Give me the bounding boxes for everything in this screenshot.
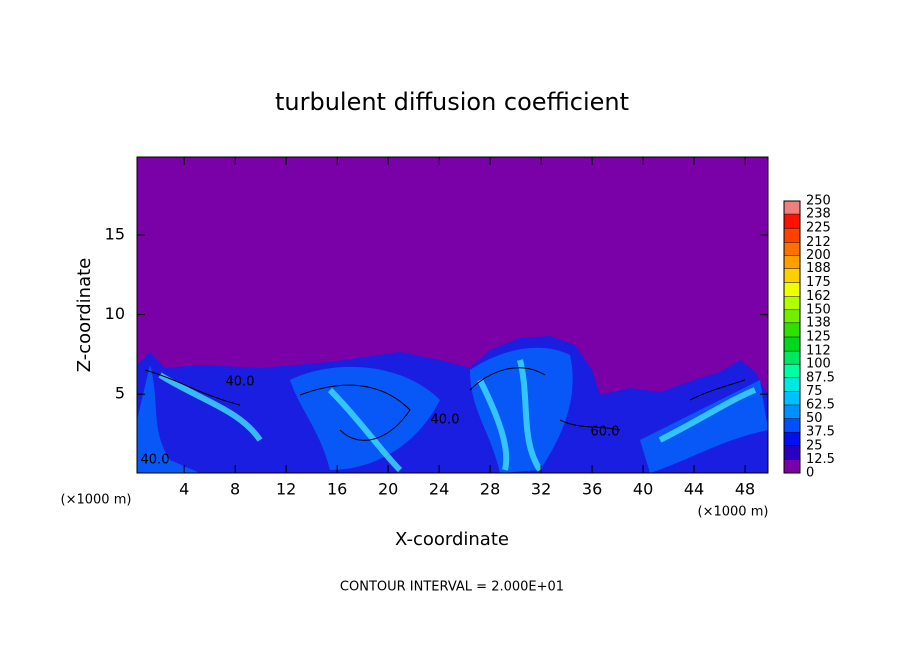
colorbar-label: 138 (806, 315, 831, 330)
y-tick-label: 15 (105, 225, 125, 244)
contour-line (144, 367, 746, 441)
x-tick-label: 20 (378, 480, 398, 499)
colorbar-band (784, 296, 800, 310)
colorbar-band (784, 282, 800, 297)
colorbar-band (784, 214, 800, 229)
colorbar-label: 250 (806, 194, 831, 209)
colorbar-band (784, 445, 800, 460)
colorbar-label: 112 (806, 344, 831, 359)
colorbar-label: 0 (806, 466, 814, 481)
colorbar-band (784, 242, 800, 256)
turbulent-region (137, 336, 768, 473)
contour-interval: CONTOUR INTERVAL = 2.000E+01 (340, 580, 564, 595)
colorbar-label: 150 (806, 302, 831, 317)
colorbar-band (784, 337, 800, 352)
colorbar-label: 125 (806, 330, 831, 345)
x-axis-label: X-coordinate (395, 529, 509, 550)
chart-title: turbulent diffusion coefficient (275, 88, 629, 116)
colorbar-label: 238 (806, 207, 831, 222)
x-tick-label: 16 (327, 480, 347, 499)
colorbar-band (784, 391, 800, 405)
colorbar-band (784, 322, 800, 337)
colorbar-band (784, 309, 800, 323)
colorbar-band (784, 351, 800, 365)
y-tick-label: 10 (105, 304, 125, 323)
colorbar-band (784, 432, 800, 446)
contour-label: 60.0 (591, 425, 620, 440)
colorbar-band (784, 459, 800, 473)
colorbar-band (784, 364, 800, 378)
colorbar-label: 12.5 (806, 452, 835, 467)
contour-label: 40.0 (226, 375, 255, 390)
x-tick-label: 48 (735, 480, 755, 499)
x-tick-label: 36 (582, 480, 602, 499)
x-tick-label: 4 (179, 480, 189, 499)
contour-label: 40.0 (141, 453, 170, 468)
turbulent-structure (137, 347, 768, 473)
colorbar-band (784, 377, 800, 392)
x-tick-label: 44 (684, 480, 704, 499)
x-tick-label: 32 (531, 480, 551, 499)
x-unit: (×1000 m) (698, 505, 769, 520)
colorbar-label: 212 (806, 235, 831, 250)
colorbar-label: 50 (806, 411, 823, 426)
field (137, 157, 768, 473)
colorbar-label: 75 (806, 384, 823, 399)
colorbar-band (784, 201, 800, 215)
colorbar-label: 200 (806, 248, 831, 263)
colorbar-label: 87.5 (806, 370, 835, 385)
colorbar-band (784, 268, 800, 283)
x-tick-label: 8 (230, 480, 240, 499)
colorbar-label: 175 (806, 275, 831, 290)
x-tick-label: 28 (480, 480, 500, 499)
x-tick-label: 12 (276, 480, 296, 499)
turbulent-streak (158, 359, 757, 473)
contour-label: 40.0 (431, 413, 460, 428)
y-unit: (×1000 m) (61, 493, 132, 508)
colorbar-band (784, 418, 800, 433)
colorbar-band (784, 228, 800, 243)
y-axis-label: Z-coordinate (74, 258, 95, 373)
colorbar-label: 188 (806, 261, 831, 276)
colorbar-label: 62.5 (806, 398, 835, 413)
colorbar-label: 25 (806, 438, 823, 453)
x-tick-label: 24 (429, 480, 449, 499)
colorbar-band (784, 255, 800, 269)
colorbar-label: 162 (806, 289, 831, 304)
colorbar-label: 225 (806, 221, 831, 236)
colorbar-label: 37.5 (806, 425, 835, 440)
colorbar-label: 100 (806, 357, 831, 372)
y-tick-label: 5 (115, 384, 125, 403)
x-tick-label: 40 (633, 480, 653, 499)
colorbar-band (784, 405, 800, 419)
